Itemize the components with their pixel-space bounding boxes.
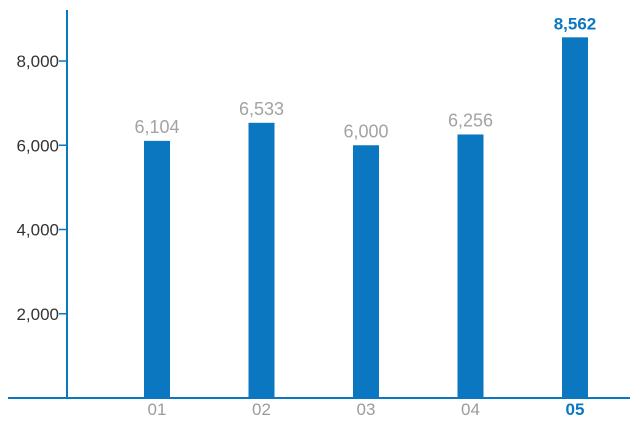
category-label-04: 04 xyxy=(461,400,480,419)
y-axis-ticks: 2,000 4,000 6,000 8,000 xyxy=(16,52,67,324)
value-label-05: 8,562 xyxy=(554,14,597,33)
y-tick-label: 6,000 xyxy=(16,136,59,155)
y-tick-label: 4,000 xyxy=(16,221,59,240)
value-labels-group: 6,104 6,533 6,000 6,256 8,562 xyxy=(134,14,596,141)
category-label-02: 02 xyxy=(252,400,271,419)
bar-01 xyxy=(144,140,170,398)
y-tick-label: 2,000 xyxy=(16,305,59,324)
value-label-03: 6,000 xyxy=(343,121,388,141)
y-tick-label: 8,000 xyxy=(16,52,59,71)
category-label-01: 01 xyxy=(148,400,167,419)
bars-group xyxy=(144,37,588,399)
value-label-02: 6,533 xyxy=(239,99,284,119)
bar-04 xyxy=(457,134,484,398)
value-label-01: 6,104 xyxy=(134,117,179,137)
category-label-05: 05 xyxy=(566,400,585,419)
bar-02 xyxy=(248,122,275,399)
bar-03 xyxy=(353,145,379,398)
bar-05 xyxy=(562,37,588,399)
category-labels-group: 01 02 03 04 05 xyxy=(148,400,585,419)
value-label-04: 6,256 xyxy=(448,110,493,130)
category-label-03: 03 xyxy=(357,400,376,419)
